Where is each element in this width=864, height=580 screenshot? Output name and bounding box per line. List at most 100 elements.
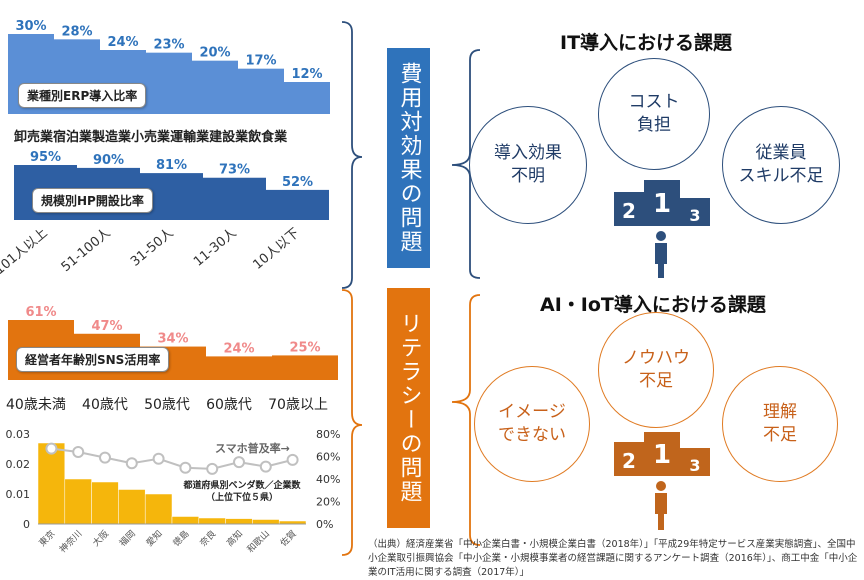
sns-value-label: 61% [25,305,56,320]
pref-category-label: 大阪 [90,528,111,549]
hp-category-label: 10人以下 [250,226,302,273]
ai-podium-block-3 [680,448,710,476]
pref-right-tick: 40% [316,473,340,486]
it-podium-2: 2 [622,199,636,223]
pref-left-tick: 0 [23,518,30,531]
left-brace-orange [341,289,363,556]
pref-bar [252,519,280,525]
brace-graphics [341,21,481,556]
erp-chart-label: 業種別ERP導入比率 [18,83,147,108]
ai-circle-knowhow: ノウハウ 不足 [598,312,714,428]
pref-line-point [125,457,138,470]
hp-category-label: 51-100人 [59,226,114,275]
erp-category-label: 運輸業 [170,130,210,145]
hp-category-axis: 101人以上 51-100人 31-50人 11-30人 10人以下 [0,226,303,279]
pref-category-label: 東京 [36,528,57,549]
sns-value-label: 24% [223,341,254,356]
pref-bar [118,489,146,525]
erp-category-label: 小売業 [131,130,171,145]
sns-value-label: 25% [289,340,320,355]
smartphone-rate-label: スマホ普及率→ [215,442,290,455]
right-brace-orange [451,294,481,546]
erp-category-row: 卸売業宿泊業製造業小売業運輸業建設業飲食業 [14,126,344,145]
hp-bar [203,177,266,220]
pref-left-tick: 0.01 [6,488,31,501]
hp-value-label: 95% [30,150,61,165]
pref-left-tick: 0.03 [6,428,31,441]
erp-category-label: 製造業 [92,130,132,145]
ai-podium-1: 1 [653,440,671,470]
it-podium: 2 1 3 [614,180,710,278]
vendor-ratio-label-line2: （上位下位５県） [205,493,278,504]
pref-bar [225,518,253,525]
pref-bar [198,517,226,525]
pref-line-point [152,452,165,465]
right-brace-blue [451,49,481,279]
sns-category-label: 40歳代 [82,397,128,413]
sns-value-label: 47% [91,319,122,334]
pref-line-point [179,461,192,474]
it-person-icon [655,231,667,278]
hp-category-label: 101人以上 [0,226,51,279]
sns-chart-label: 経営者年齢別SNS活用率 [16,347,170,372]
erp-category-label: 建設業 [209,130,249,145]
it-circle-cost: コスト 負担 [598,58,710,170]
ai-podium-2: 2 [622,449,636,473]
pref-category-label: 徳島 [170,528,191,549]
source-note: （出典）経済産業省「中小企業白書・小規模企業白書（2018年）」「平成29年特定… [368,539,858,578]
pref-category-label: 福岡 [117,528,138,549]
pref-category-label: 奈良 [197,528,218,549]
sns-category-label: 70歳以上 [268,397,328,413]
it-podium-1: 1 [653,189,671,219]
it-podium-block-3 [680,198,710,226]
pref-line-point [286,453,299,466]
erp-category-label: 宿泊業 [53,130,93,145]
ai-circle-image: イメージ できない [474,366,590,482]
ai-podium-block-1 [644,432,680,476]
it-challenges-title: IT導入における課題 [560,32,733,54]
vendor-ratio-label-line1: 都道府県別ベンダ数／企業数 [183,481,301,491]
pref-line-point [45,442,58,455]
sns-category-row: 40歳未満 40歳代 50歳代 60歳代 70歳以上 [6,394,328,414]
left-brace-blue [341,21,363,289]
sns-value-label: 34% [157,332,188,347]
it-podium-block-1 [644,180,680,226]
ai-iot-challenges-title: AI・IoT導入における課題 [540,294,766,316]
pref-right-tick: 80% [316,428,340,441]
erp-value-label: 23% [153,38,184,53]
it-circle-effect: 導入効果 不明 [469,106,587,224]
ai-circle-understanding: 理解 不足 [722,366,838,482]
erp-value-label: 12% [291,67,322,82]
erp-bar [192,60,238,114]
pref-right-tick: 0% [316,518,333,531]
erp-bar [146,52,192,114]
pref-bar [91,481,119,525]
pref-line-point [233,456,245,469]
erp-bar [284,82,330,114]
pref-line-point [99,451,111,464]
erp-bar [238,68,284,114]
pref-line-point [72,446,85,458]
sns-category-label: 40歳未満 [6,397,66,413]
hp-bar [266,189,329,220]
sns-bar [206,356,272,380]
hp-value-label: 52% [282,175,313,190]
prefecture-combo-chart: 0 0.01 0.02 0.03 0% 20% 40% 60% 80% 東京 神奈川 大阪 福岡 愛知 徳島… [6,428,341,556]
hp-value-label: 90% [93,153,124,168]
ai-podium-block-2 [614,442,644,476]
erp-value-label: 24% [107,35,138,50]
pref-category-label: 和歌山 [244,528,272,556]
it-podium-3: 3 [689,206,700,225]
hp-category-label: 31-50人 [128,226,177,270]
pref-category-label: 高知 [224,528,245,549]
vendor-ratio-label: 都道府県別ベンダ数／企業数 （上位下位５県） [172,478,312,507]
pref-right-tick: 20% [316,496,340,509]
pref-line [51,447,293,470]
hp-value-label: 81% [156,158,187,173]
erp-value-label: 20% [199,46,230,61]
pref-bar [171,516,200,525]
it-podium-block-2 [614,192,644,226]
literacy-band: リテラシーの問題 [387,288,430,528]
pref-left-tick: 0.02 [6,458,31,471]
hp-category-label: 11-30人 [191,226,240,270]
